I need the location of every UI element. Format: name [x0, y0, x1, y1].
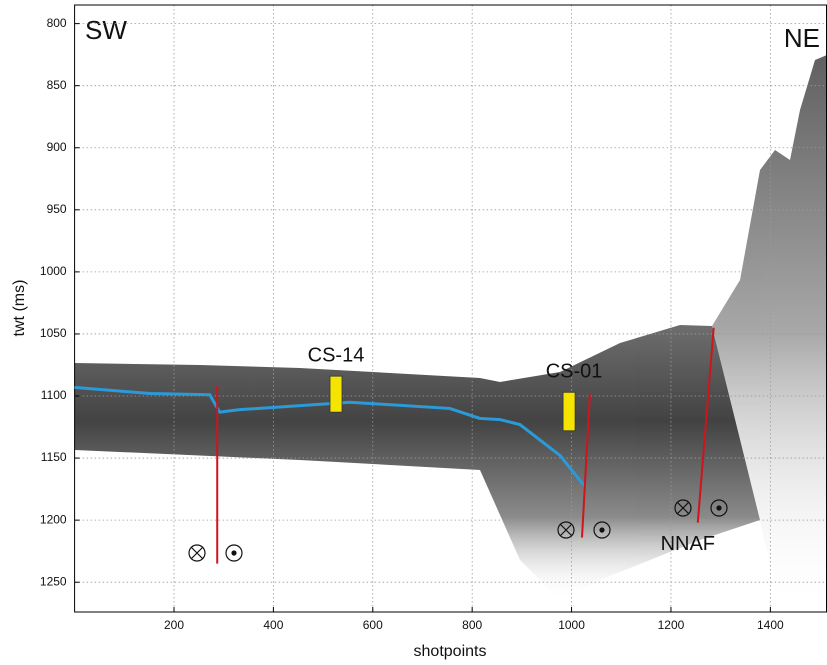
- core-label: CS-14: [308, 344, 365, 366]
- fault-label: NNAF: [661, 533, 715, 555]
- fault-line: [580, 393, 591, 538]
- x-tick-label: 1200: [658, 618, 685, 632]
- y-tick-label: 1150: [41, 450, 67, 464]
- x-tick-label: 200: [164, 618, 184, 632]
- y-tick-label: 1050: [40, 326, 67, 340]
- core-label: CS-01: [546, 361, 603, 383]
- y-axis-label: twt (ms): [11, 280, 28, 337]
- x-axis-label: shotpoints: [414, 643, 487, 660]
- annotation-right: NE: [784, 23, 820, 53]
- y-tick-label: 1200: [40, 512, 67, 526]
- y-tick-label: 800: [47, 16, 67, 30]
- y-tick-label: 850: [47, 78, 67, 92]
- annotation-left: SW: [85, 15, 127, 45]
- x-tick-label: 600: [363, 618, 383, 632]
- y-tick-label: 900: [47, 140, 67, 154]
- x-tick-label: 1000: [558, 618, 585, 632]
- seismic-image: [75, 55, 827, 612]
- x-tick-label: 1400: [757, 618, 784, 632]
- core: [562, 391, 576, 432]
- y-tick-label: 1100: [41, 388, 67, 402]
- fault-line: [696, 327, 715, 523]
- horizon-line: [74, 385, 587, 488]
- y-tick-label: 1250: [40, 574, 67, 588]
- core: [329, 375, 343, 413]
- x-tick-label: 800: [462, 618, 482, 632]
- strike-slip-symbols: [188, 499, 728, 562]
- y-tick-label: 1000: [40, 264, 67, 278]
- x-tick-label: 400: [263, 618, 283, 632]
- y-tick-label: 950: [47, 202, 67, 216]
